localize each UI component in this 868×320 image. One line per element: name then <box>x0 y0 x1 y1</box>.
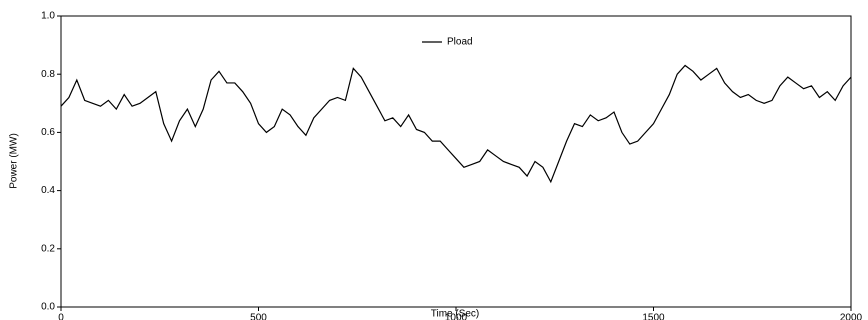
y-tick-label: 0.6 <box>41 127 55 138</box>
y-axis-label: Power (MW) <box>9 133 20 189</box>
x-tick-label: 500 <box>250 313 267 320</box>
y-tick-label: 0.8 <box>41 69 55 80</box>
y-tick-label: 0.0 <box>41 302 55 313</box>
legend-label: Pload <box>447 37 473 48</box>
y-tick-label: 0.4 <box>41 185 55 196</box>
y-tick-label: 0.2 <box>41 243 55 254</box>
y-tick-label: 1.0 <box>41 11 55 22</box>
x-tick-label: 0 <box>58 313 64 320</box>
line-series <box>60 64 852 184</box>
x-tick-label: 1000 <box>445 313 468 320</box>
plot-frame <box>60 15 852 308</box>
x-tick-label: 2000 <box>840 313 863 320</box>
x-axis-label: Time (Sec) <box>431 309 480 320</box>
x-tick-label: 1500 <box>642 313 665 320</box>
